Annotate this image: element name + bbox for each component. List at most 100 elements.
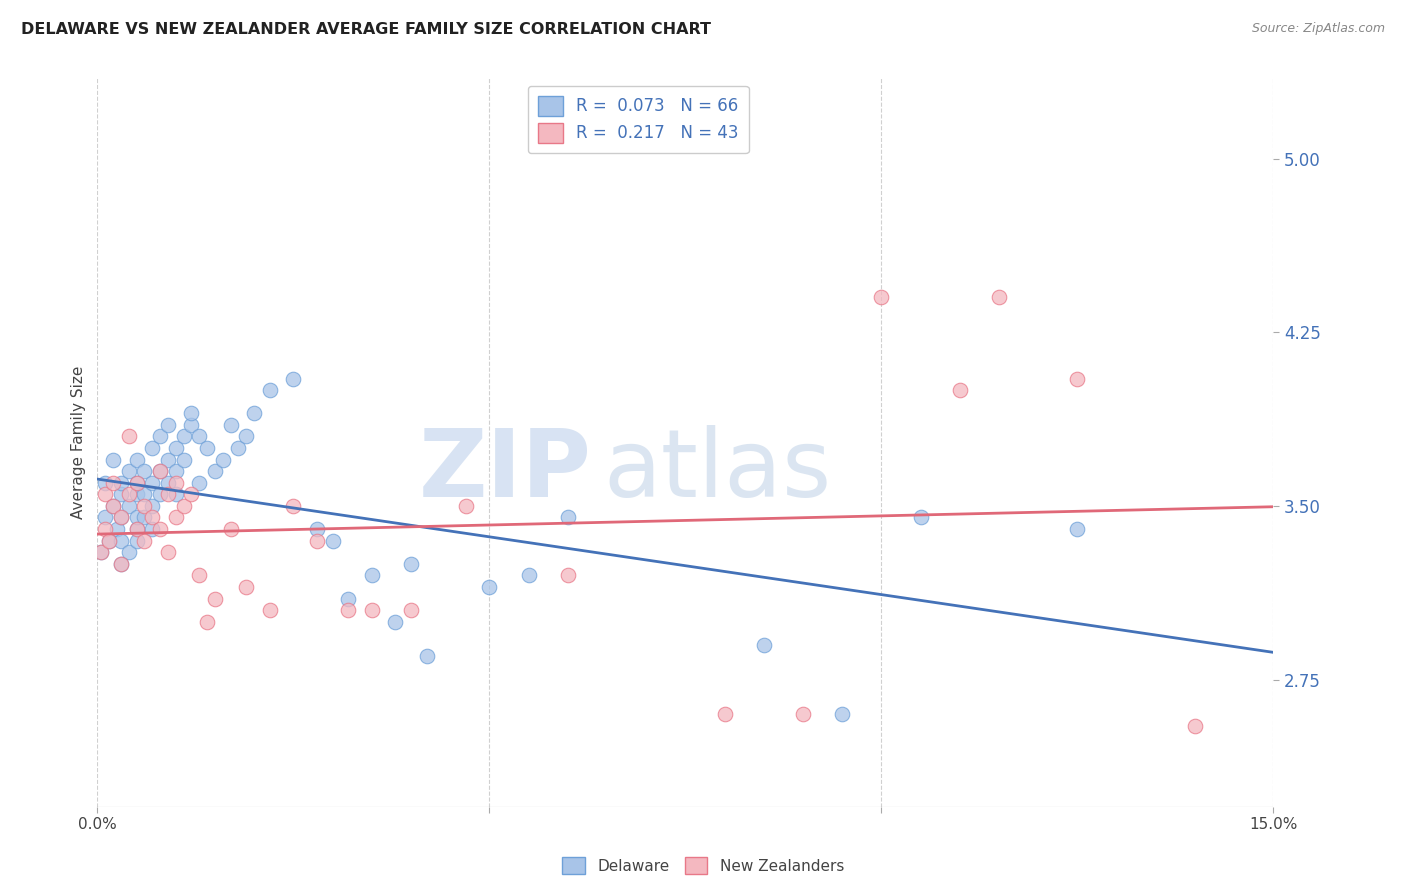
Point [110, 475, 132, 490]
Point [165, 510, 187, 524]
Point [180, 487, 202, 501]
Point [156, 545, 179, 559]
Point [243, 406, 266, 420]
Point [149, 429, 172, 443]
Point [134, 464, 156, 478]
Point [110, 510, 132, 524]
Point [399, 603, 422, 617]
Point [94, 522, 117, 536]
Point [110, 557, 132, 571]
Point [125, 487, 148, 501]
Point [1066, 522, 1088, 536]
Point [195, 615, 218, 629]
Point [165, 441, 187, 455]
Point [259, 383, 281, 397]
Point [90, 545, 112, 559]
Point [149, 487, 172, 501]
Point [831, 707, 853, 722]
Point [105, 522, 128, 536]
Point [173, 429, 195, 443]
Point [98, 533, 121, 548]
Point [235, 580, 257, 594]
Text: ZIP: ZIP [419, 425, 592, 517]
Point [125, 522, 148, 536]
Y-axis label: Average Family Size: Average Family Size [72, 366, 86, 519]
Point [988, 290, 1011, 304]
Point [134, 487, 156, 501]
Point [94, 510, 117, 524]
Point [360, 603, 382, 617]
Point [173, 499, 195, 513]
Point [360, 568, 382, 582]
Point [110, 487, 132, 501]
Point [517, 568, 540, 582]
Point [125, 522, 148, 536]
Point [415, 649, 437, 664]
Point [125, 475, 148, 490]
Point [125, 452, 148, 467]
Point [110, 510, 132, 524]
Point [156, 452, 179, 467]
Point [149, 464, 172, 478]
Point [141, 499, 163, 513]
Point [165, 487, 187, 501]
Point [141, 510, 163, 524]
Legend: R =  0.073   N = 66, R =  0.217   N = 43: R = 0.073 N = 66, R = 0.217 N = 43 [527, 86, 749, 153]
Point [156, 417, 179, 432]
Legend: Delaware, New Zealanders: Delaware, New Zealanders [555, 851, 851, 880]
Point [118, 464, 141, 478]
Point [557, 510, 579, 524]
Point [98, 533, 121, 548]
Point [101, 499, 124, 513]
Point [1066, 371, 1088, 385]
Point [118, 487, 141, 501]
Point [211, 452, 233, 467]
Point [141, 441, 163, 455]
Point [141, 522, 163, 536]
Point [204, 591, 226, 606]
Point [94, 475, 117, 490]
Point [478, 580, 501, 594]
Point [101, 452, 124, 467]
Point [219, 522, 242, 536]
Text: atlas: atlas [603, 425, 831, 517]
Point [454, 499, 477, 513]
Point [188, 475, 211, 490]
Point [283, 371, 305, 385]
Point [180, 406, 202, 420]
Point [337, 603, 360, 617]
Point [792, 707, 814, 722]
Point [165, 464, 187, 478]
Point [228, 441, 250, 455]
Point [165, 475, 187, 490]
Point [134, 533, 156, 548]
Point [949, 383, 972, 397]
Point [94, 487, 117, 501]
Point [125, 533, 148, 548]
Point [752, 638, 775, 652]
Point [173, 452, 195, 467]
Point [188, 568, 211, 582]
Point [557, 568, 579, 582]
Point [910, 510, 932, 524]
Point [337, 591, 360, 606]
Point [149, 464, 172, 478]
Point [219, 417, 242, 432]
Point [134, 510, 156, 524]
Point [118, 499, 141, 513]
Point [204, 464, 226, 478]
Point [149, 522, 172, 536]
Point [101, 499, 124, 513]
Point [259, 603, 281, 617]
Point [125, 475, 148, 490]
Point [870, 290, 893, 304]
Point [235, 429, 257, 443]
Point [180, 417, 202, 432]
Point [305, 522, 328, 536]
Point [125, 510, 148, 524]
Point [1184, 719, 1206, 733]
Point [283, 499, 305, 513]
Point [101, 475, 124, 490]
Point [110, 557, 132, 571]
Point [90, 545, 112, 559]
